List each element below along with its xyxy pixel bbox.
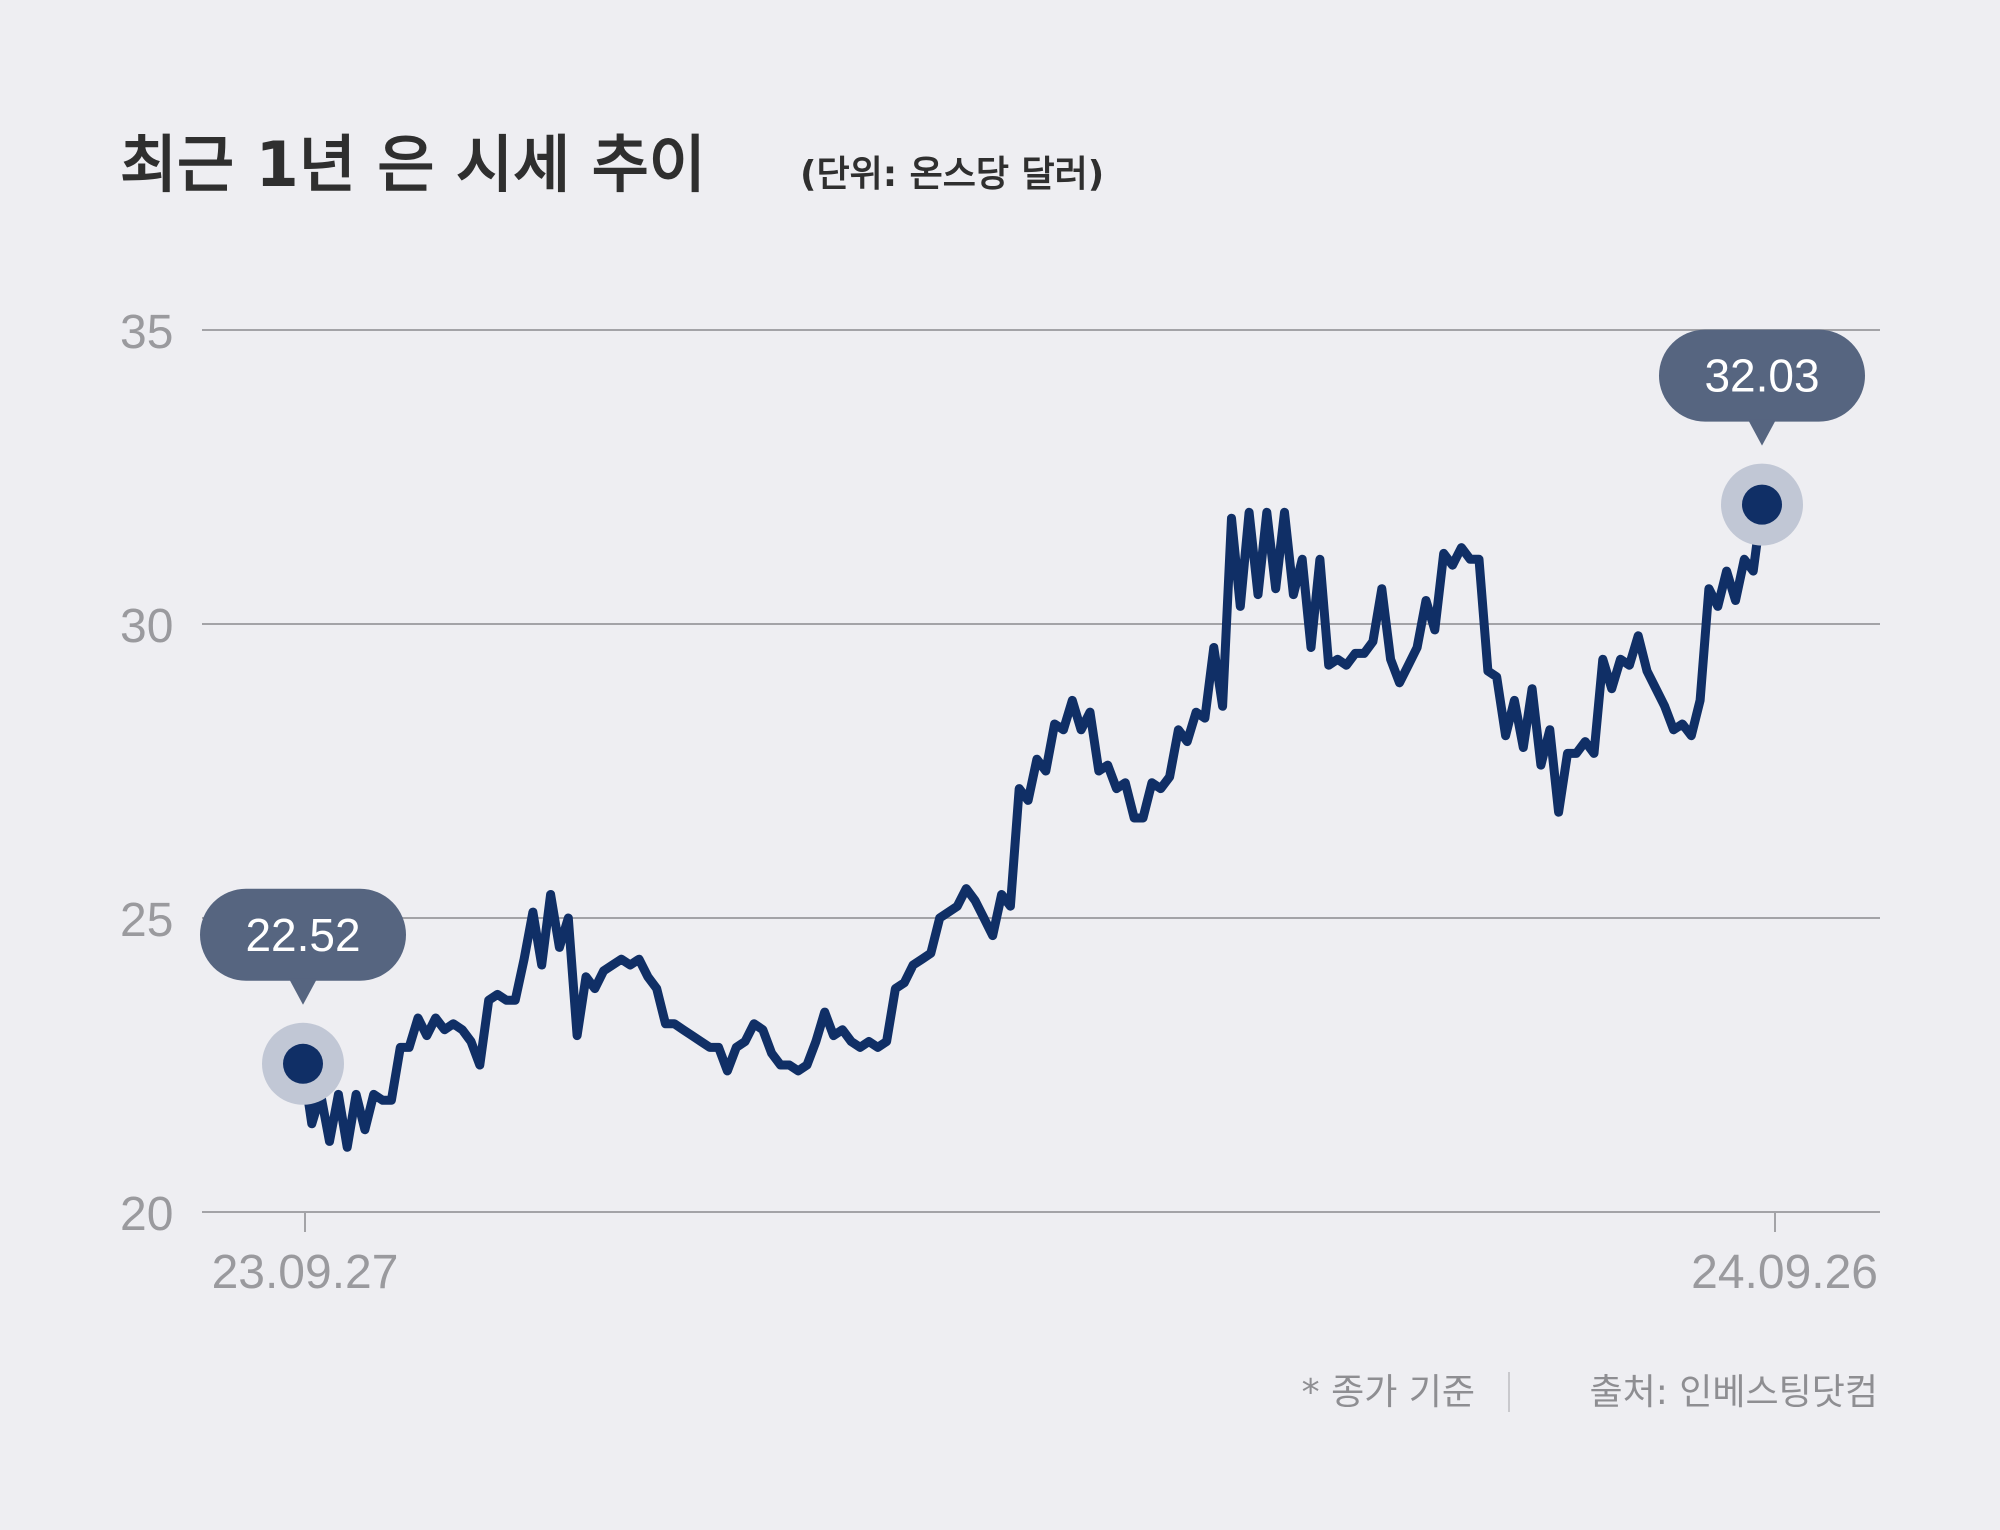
end-point-marker bbox=[1742, 484, 1782, 525]
x-tick-label-end: 24.09.26 bbox=[1691, 1246, 1878, 1299]
y-tick-label-25: 25 bbox=[120, 894, 173, 947]
y-axis: 35 30 25 20 bbox=[120, 306, 173, 1241]
end-value-bubble: 32.03 bbox=[1659, 329, 1865, 446]
footer-source: 출처: 인베스팅닷컴 bbox=[1589, 1372, 1878, 1413]
start-value-bubble: 22.52 bbox=[200, 888, 406, 1005]
chart-title: 최근 1년 은 시세 추이 bbox=[120, 128, 706, 201]
y-tick-label-30: 30 bbox=[120, 600, 173, 653]
unit-label: (단위: 온스당 달러) bbox=[800, 154, 1104, 195]
x-axis: 23.09.27 24.09.26 bbox=[212, 1246, 1878, 1299]
start-value-label: 22.52 bbox=[245, 909, 360, 961]
footer-note: * 종가 기준 bbox=[1302, 1372, 1475, 1413]
end-bubble-pointer bbox=[1748, 419, 1776, 446]
start-bubble-box bbox=[200, 888, 406, 981]
end-bubble-box bbox=[1659, 329, 1865, 422]
x-tick-label-start: 23.09.27 bbox=[212, 1246, 399, 1299]
start-bubble-pointer bbox=[289, 978, 317, 1005]
y-tick-label-20: 20 bbox=[120, 1188, 173, 1241]
gridlines bbox=[202, 329, 1880, 1232]
series-line bbox=[298, 500, 1767, 1152]
start-point-marker bbox=[283, 1043, 323, 1084]
end-value-label: 32.03 bbox=[1704, 350, 1819, 402]
y-tick-label-35: 35 bbox=[120, 306, 173, 359]
